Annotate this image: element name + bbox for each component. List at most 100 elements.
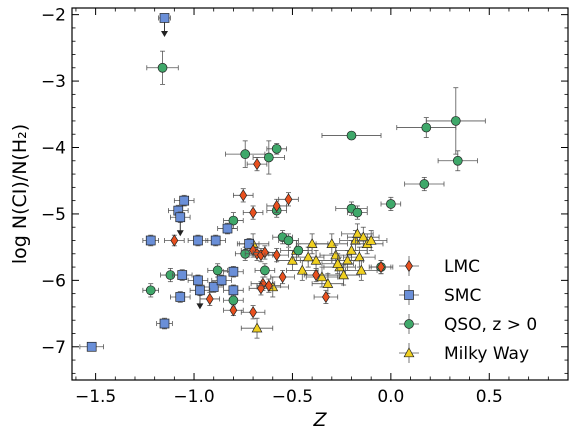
data-point: [263, 152, 274, 163]
data-point: [177, 270, 188, 280]
data-point: [293, 245, 304, 256]
data-point: [193, 235, 203, 246]
data-point: [346, 244, 357, 255]
data-point: [251, 322, 263, 333]
y-axis-label: log N(CI)/N(H₂): [9, 124, 31, 264]
data-point: [145, 235, 156, 246]
plot-frame: [71, 7, 569, 381]
legend-label: Milky Way: [444, 344, 529, 364]
data-point: [159, 318, 170, 329]
series-lmc: [164, 157, 394, 320]
data-point: [355, 264, 367, 275]
data-point: [212, 265, 223, 276]
data-point: [357, 231, 369, 242]
data-point: [316, 271, 328, 282]
data-point: [338, 269, 350, 280]
legend-entry: SMC: [399, 285, 481, 306]
data-point: [450, 116, 461, 126]
data-point: [260, 246, 269, 259]
data-point: [228, 266, 239, 277]
data-point: [365, 234, 377, 245]
data-point: [353, 251, 365, 262]
data-point: [342, 254, 353, 265]
data-point: [249, 306, 257, 319]
plot-border: [71, 7, 569, 381]
y-tick-label: −5: [41, 205, 66, 225]
data-point: [175, 212, 186, 223]
axis-ticks: −1.5 −1.0 −0.5 0.0 0.5 −2 −3 −4 −5 −6 −7: [41, 6, 568, 407]
legend-label: LMC: [444, 257, 480, 277]
data-point: [216, 275, 227, 286]
data-point: [222, 223, 233, 234]
data-point: [195, 285, 205, 296]
data-point: [228, 285, 239, 296]
data-point: [332, 258, 344, 268]
legend-marker: [403, 347, 415, 358]
y-tick-label: −2: [41, 6, 66, 26]
data-point: [278, 270, 287, 284]
data-point: [346, 130, 357, 141]
x-tick-label: 0.5: [476, 387, 503, 407]
y-tick-label: −6: [41, 271, 66, 291]
data-point: [272, 248, 281, 262]
data-point: [193, 275, 203, 286]
x-tick-label: −1.0: [173, 387, 214, 407]
y-tick-label: −4: [41, 139, 66, 159]
data-point: [326, 238, 338, 248]
data-point: [419, 179, 430, 189]
data-point: [284, 193, 293, 206]
legend-entry: QSO, z > 0: [399, 314, 537, 335]
data-point: [352, 207, 363, 218]
y-tick-label: −3: [41, 72, 66, 92]
data-point: [321, 290, 330, 304]
y-tick-label: −7: [41, 338, 66, 358]
data-point: [322, 277, 334, 288]
upper-limit-arrow: [196, 303, 204, 310]
data-point: [253, 157, 261, 171]
data-point: [302, 251, 314, 262]
legend-entry: Milky Way: [399, 343, 529, 364]
data-point: [228, 215, 239, 226]
data-point: [283, 235, 294, 246]
data-point: [287, 254, 298, 265]
legend-marker: [404, 319, 414, 329]
legend-label: QSO, z > 0: [444, 315, 537, 335]
upper-limit-arrow: [161, 30, 169, 37]
x-tick-label: −1.5: [75, 387, 116, 407]
data-point: [159, 13, 170, 23]
data-point: [249, 206, 257, 219]
data-point: [264, 279, 273, 292]
data-point: [145, 285, 156, 296]
data-point: [312, 268, 320, 282]
data-point: [452, 155, 463, 166]
upper-limit-arrow: [176, 230, 184, 237]
data-point: [157, 62, 168, 73]
data-point: [229, 304, 238, 317]
data-point: [228, 295, 239, 306]
data-point: [421, 122, 432, 133]
legend-label: SMC: [444, 286, 481, 306]
data-point: [310, 254, 322, 265]
legend-entry: LMC: [399, 256, 480, 277]
x-tick-label: 0.0: [377, 387, 404, 407]
series-milky-way: [236, 223, 388, 339]
data-point: [208, 282, 219, 292]
legend: LMC SMC QSO, z > 0 Milky Way: [399, 256, 537, 364]
data-point: [272, 199, 281, 213]
data-point: [179, 195, 190, 206]
data-marks: [79, 13, 486, 352]
data-point: [175, 292, 186, 302]
legend-marker: [404, 290, 414, 300]
data-point: [260, 265, 270, 276]
series-smc: [79, 13, 260, 352]
data-point: [239, 189, 248, 202]
x-axis-label: Z: [312, 409, 327, 431]
x-tick-label: −0.5: [272, 387, 313, 407]
data-point: [377, 260, 385, 274]
data-point: [271, 143, 282, 154]
data-point: [240, 149, 251, 159]
data-point: [386, 199, 396, 209]
legend-marker: [405, 259, 413, 273]
data-point: [306, 238, 318, 248]
